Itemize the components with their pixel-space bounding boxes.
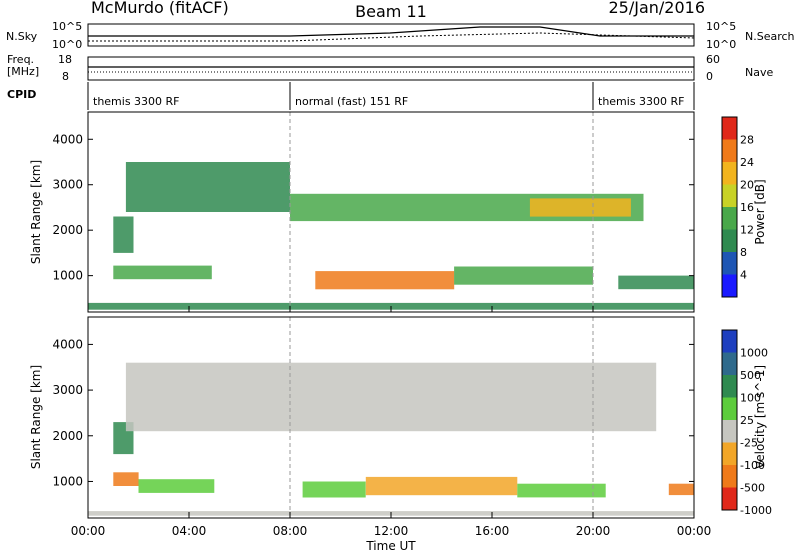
colorbar-tick-label: -25 xyxy=(740,437,758,450)
heatmap-region xyxy=(125,362,657,432)
colorbar-tick-label: 28 xyxy=(740,134,754,147)
colorbar-segment xyxy=(722,139,737,162)
colorbar-segment xyxy=(722,442,737,465)
colorbar-segment xyxy=(722,207,737,230)
nave-tick-low: 0 xyxy=(706,70,713,83)
x-tick-label: 20:00 xyxy=(576,524,611,538)
heatmap-region xyxy=(113,216,134,253)
noise-panel xyxy=(87,23,695,47)
power-ylabel: Slant Range [km] xyxy=(29,160,43,264)
y-tick-label: 1000 xyxy=(52,474,83,488)
y-tick-label: 4000 xyxy=(52,337,83,351)
heatmap-region xyxy=(315,271,455,290)
velocity-colorbar-label: Velocity [m s^-1] xyxy=(753,365,767,469)
power-panel: 1000 2000 3000 4000 xyxy=(52,111,695,313)
heatmap-region xyxy=(529,198,631,217)
x-tick-label: 16:00 xyxy=(475,524,510,538)
colorbar-segment xyxy=(722,274,737,297)
nave-tick-high: 60 xyxy=(706,53,720,66)
mhz-label: [MHz] xyxy=(7,65,39,78)
beam-title: Beam 11 xyxy=(355,2,427,21)
x-tick-label: 04:00 xyxy=(172,524,207,538)
power-colorbar: 4 8 12 16 20 24 28 xyxy=(721,116,754,298)
heatmap-region xyxy=(113,265,212,280)
search-tick-low: 10^0 xyxy=(706,38,736,51)
date-title: 25/Jan/2016 xyxy=(608,0,705,17)
sky-tick-high: 10^5 xyxy=(52,20,82,33)
x-tick-label: 00:00 xyxy=(677,524,712,538)
colorbar-tick-label: 8 xyxy=(740,246,747,259)
heatmap-region xyxy=(138,479,215,493)
y-tick-label: 3000 xyxy=(52,178,83,192)
nsky-label: N.Sky xyxy=(6,30,38,43)
cpid-bar: themis 3300 RF normal (fast) 151 RF themis… xyxy=(87,82,695,110)
colorbar-segment xyxy=(722,330,737,353)
x-tick-label: 00:00 xyxy=(71,524,106,538)
heatmap-region xyxy=(125,162,291,212)
colorbar-segment xyxy=(722,117,737,140)
colorbar-frame xyxy=(721,329,738,511)
heatmap-region xyxy=(668,483,695,496)
time-axis: 00:00 04:00 08:00 12:00 16:00 20:00 00:00 xyxy=(71,306,712,538)
colorbar-tick-label: -500 xyxy=(740,482,765,495)
y-tick-label: 3000 xyxy=(52,383,83,397)
colorbar-segment xyxy=(722,229,737,252)
colorbar-segment xyxy=(722,375,737,398)
heatmap-region xyxy=(302,481,366,498)
x-tick-label: 12:00 xyxy=(374,524,409,538)
colorbar-tick-label: 4 xyxy=(740,269,747,282)
cpid-label: CPID xyxy=(7,88,36,101)
velocity-panel: 1000 2000 3000 4000 xyxy=(52,316,695,519)
colorbar-tick-label: 25 xyxy=(740,414,754,427)
search-tick-high: 10^5 xyxy=(706,20,736,33)
y-tick-label: 2000 xyxy=(52,429,83,443)
power-colorbar-label: Power [dB] xyxy=(753,179,767,244)
colorbar-tick-label: 1000 xyxy=(740,347,768,360)
colorbar-segment xyxy=(722,397,737,420)
colorbar-segment xyxy=(722,352,737,375)
cpid-segment-label: themis 3300 RF xyxy=(598,95,685,108)
colorbar-tick-label: 12 xyxy=(740,224,754,237)
freq-tick-low: 8 xyxy=(62,70,69,83)
nave-label: Nave xyxy=(745,66,773,79)
colorbar-segment xyxy=(722,487,737,510)
colorbar-tick-label: 100 xyxy=(740,392,761,405)
cpid-segment-label: themis 3300 RF xyxy=(93,95,180,108)
freq-panel xyxy=(87,56,695,81)
colorbar-segment xyxy=(722,162,737,185)
colorbar-segment xyxy=(722,420,737,443)
colorbar-segment xyxy=(722,465,737,488)
colorbar-tick-label: 500 xyxy=(740,369,761,382)
colorbar-tick-label: -1000 xyxy=(740,504,772,517)
colorbar-tick-label: 16 xyxy=(740,201,754,214)
heatmap-region xyxy=(113,472,139,486)
sky-tick-low: 10^0 xyxy=(52,38,82,51)
y-tick-label: 1000 xyxy=(52,269,83,283)
freq-label: Freq. xyxy=(7,53,34,66)
y-tick-label: 4000 xyxy=(52,132,83,146)
colorbar-segment xyxy=(722,252,737,275)
cpid-segment-label: normal (fast) 151 RF xyxy=(295,95,408,108)
x-tick-label: 08:00 xyxy=(273,524,308,538)
heatmap-region xyxy=(517,483,606,498)
nsearch-label: N.Search xyxy=(745,30,795,43)
time-axis-label: Time UT xyxy=(365,539,416,553)
colorbar-frame xyxy=(721,116,738,298)
heatmap-region xyxy=(454,266,593,285)
y-tick-label: 2000 xyxy=(52,223,83,237)
heatmap-region xyxy=(618,275,695,290)
colorbar-tick-label: 20 xyxy=(740,179,754,192)
colorbar-tick-label: 24 xyxy=(740,156,754,169)
colorbar-segment xyxy=(722,184,737,207)
freq-tick-high: 18 xyxy=(58,53,72,66)
velocity-colorbar: 1000 500 100 25 -25 -100 -500 -1000 xyxy=(721,329,772,517)
station-title: McMurdo (fitACF) xyxy=(91,0,229,17)
colorbar-tick-label: -100 xyxy=(740,459,765,472)
heatmap-region xyxy=(365,476,518,496)
velocity-ylabel: Slant Range [km] xyxy=(29,365,43,469)
